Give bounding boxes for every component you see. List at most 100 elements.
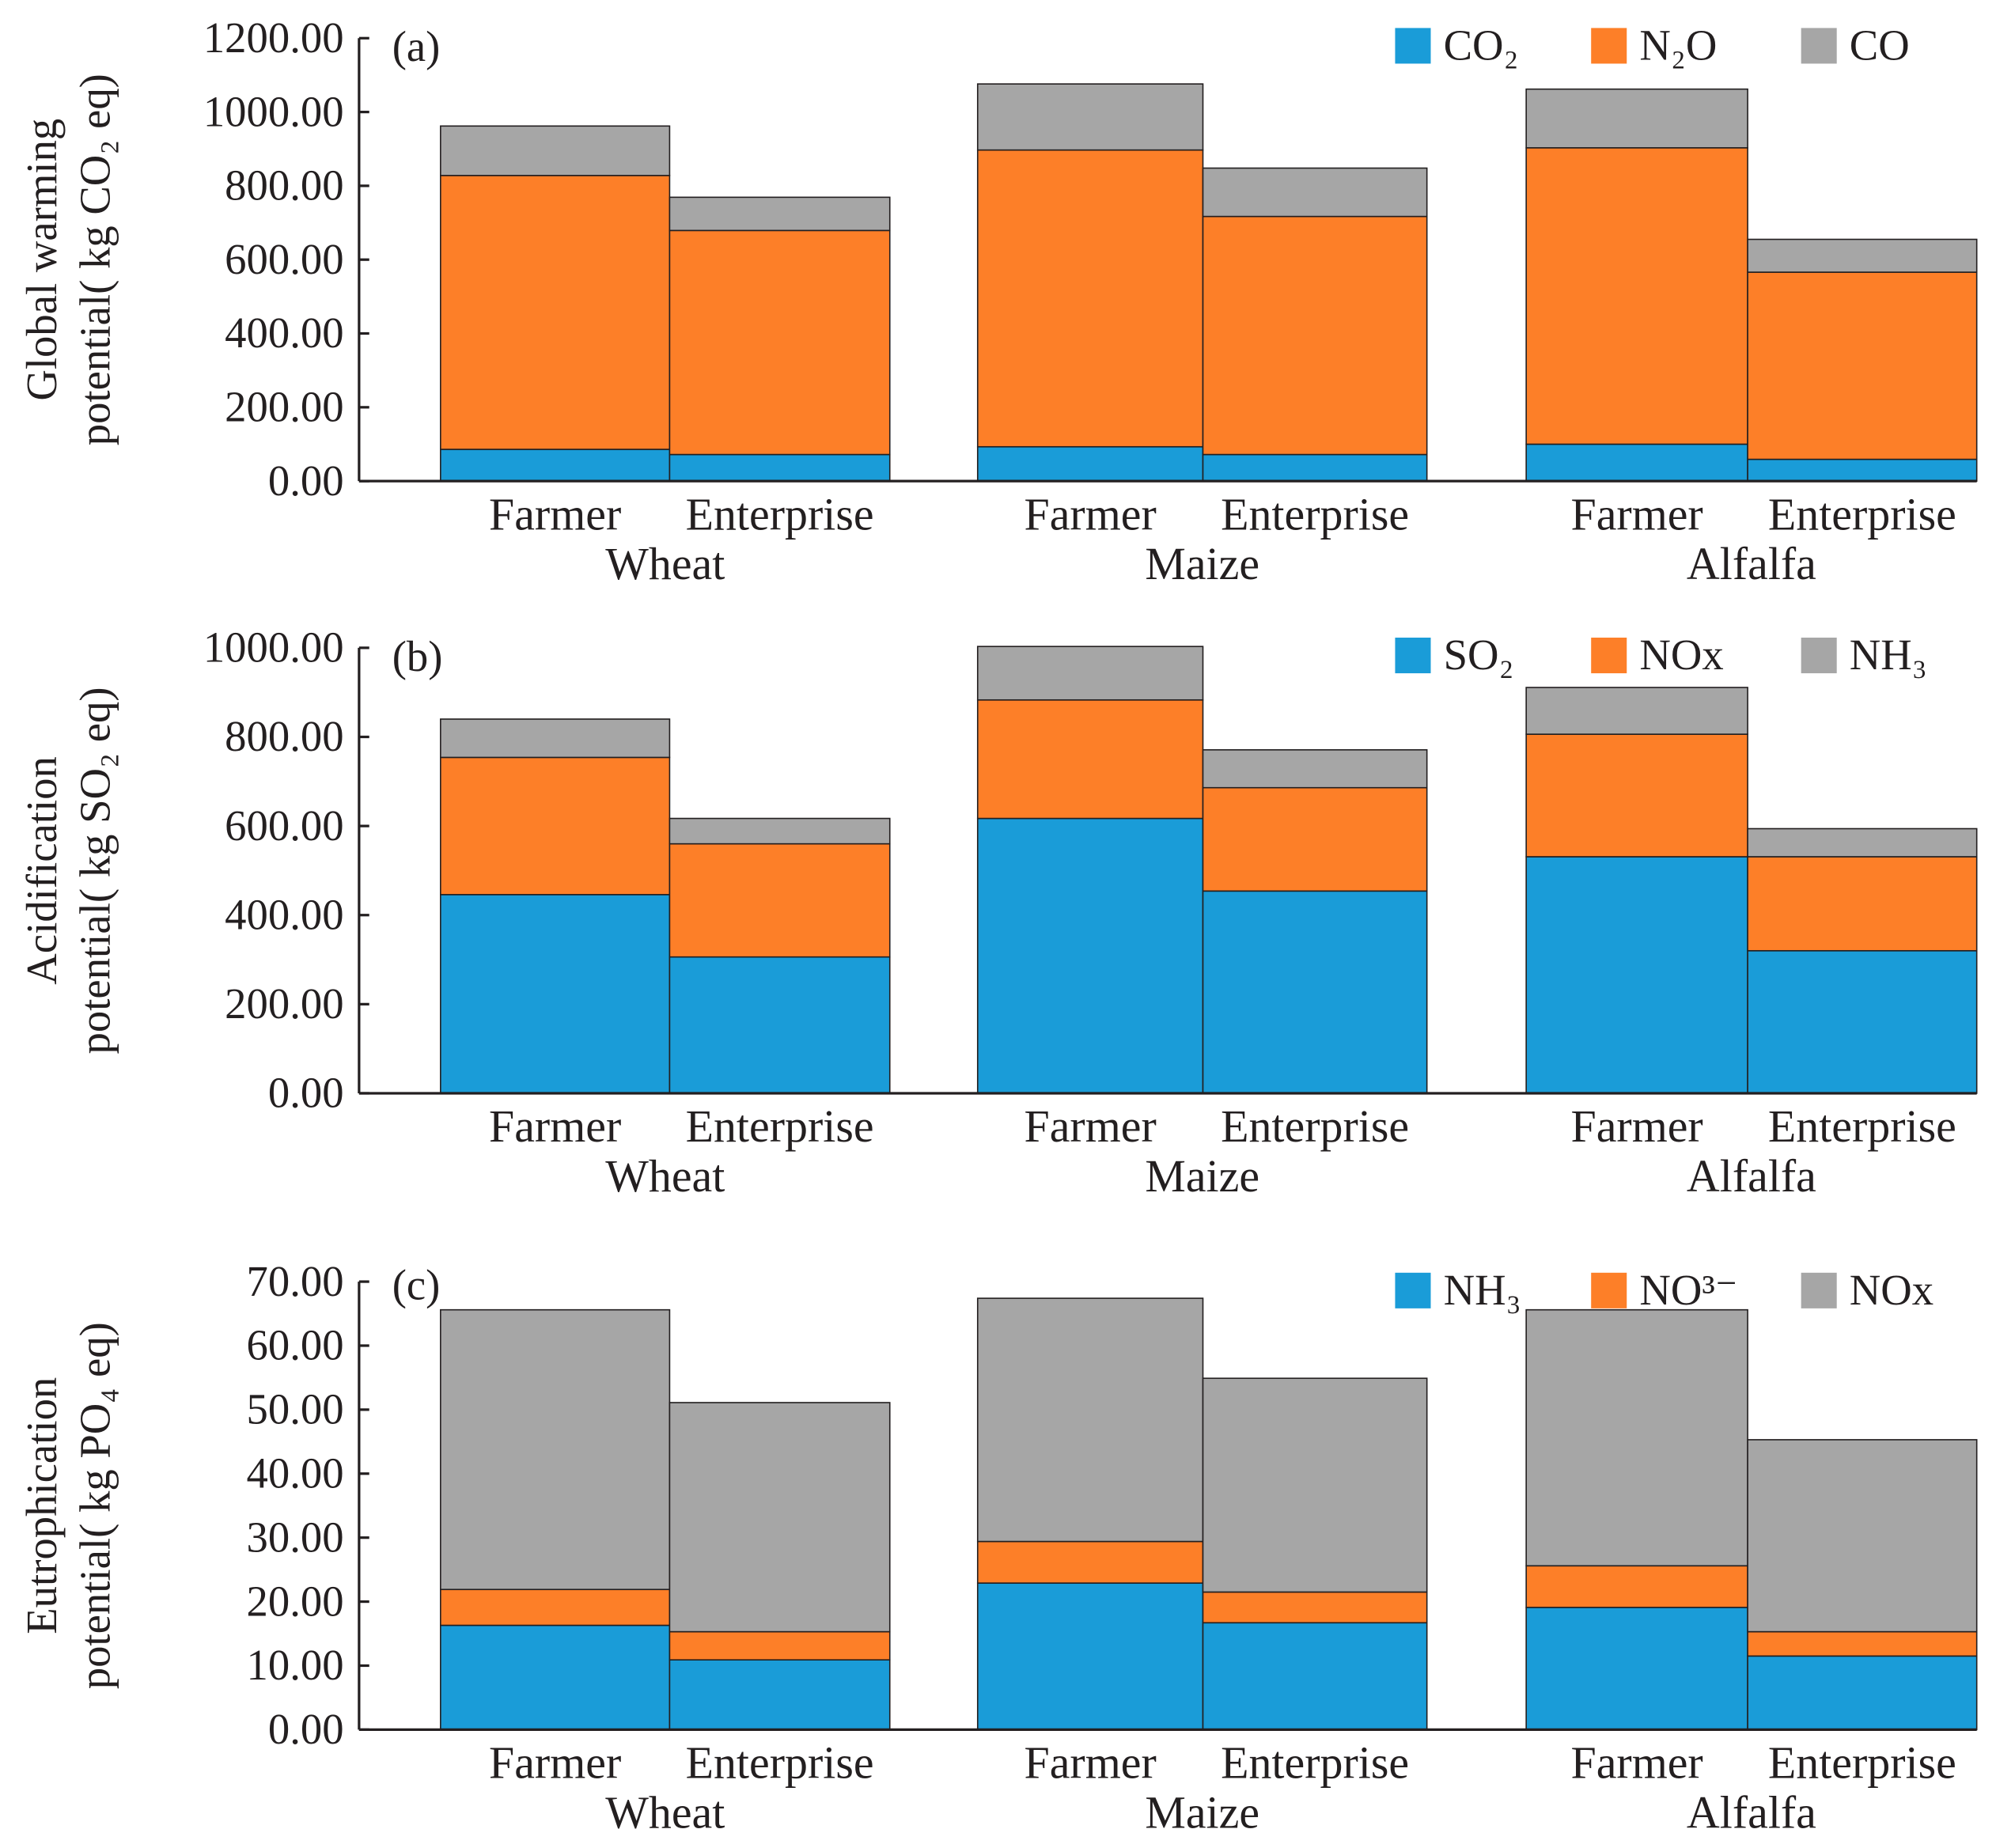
x-tick-label: Farmer (1571, 488, 1703, 540)
legend-label: NH₃ (1850, 631, 1927, 679)
legend-label: NOx (1850, 1266, 1934, 1314)
group-label: Wheat (605, 538, 725, 589)
y-axis-label: potential( kg CO₂ eq) (71, 74, 119, 445)
legend-label: CO (1850, 21, 1910, 70)
legend-label: NO³⁻ (1639, 1266, 1737, 1314)
legend-label: N₂O (1639, 21, 1717, 70)
y-tick-label: 50.00 (247, 1385, 344, 1433)
y-tick-label: 60.00 (247, 1321, 344, 1369)
x-tick-label: Farmer (489, 1100, 621, 1152)
bar-2-wheat-farmer-0 (440, 1624, 671, 1731)
y-tick-label: 20.00 (247, 1577, 344, 1625)
bar-0-wheat-enterprise-2 (668, 196, 891, 232)
y-tick-label: 400.00 (225, 309, 343, 357)
bar-0-maize-enterprise-1 (1202, 215, 1428, 456)
bar-1-wheat-enterprise-0 (668, 956, 891, 1094)
bar-0-alfalfa-farmer-1 (1525, 147, 1748, 445)
legend-swatch (1801, 638, 1837, 674)
bar-0-alfalfa-farmer-2 (1525, 88, 1748, 149)
panel-label: (c) (392, 1261, 441, 1309)
bar-0-wheat-enterprise-0 (668, 453, 891, 482)
bar-0-maize-enterprise-2 (1202, 167, 1428, 218)
panel-label: (a) (392, 22, 441, 70)
bar-1-wheat-enterprise-1 (668, 843, 891, 958)
legend-swatch (1591, 1272, 1627, 1308)
y-axis-label: potential( kg SO₂ eq) (71, 687, 119, 1054)
bar-1-wheat-farmer-1 (440, 756, 671, 896)
x-tick-label: Farmer (489, 488, 621, 540)
bar-1-maize-enterprise-1 (1202, 786, 1428, 892)
legend-swatch (1395, 28, 1431, 64)
bar-2-maize-enterprise-0 (1202, 1622, 1428, 1731)
bar-0-wheat-farmer-2 (440, 125, 671, 176)
y-axis-label: Eutrophication (17, 1377, 66, 1634)
bar-0-maize-farmer-0 (976, 445, 1204, 482)
bar-2-wheat-farmer-1 (440, 1589, 671, 1626)
y-axis-label: Acidification (17, 756, 66, 985)
x-tick-label: Enterprise (1768, 1737, 1956, 1789)
bar-2-maize-farmer-2 (976, 1297, 1204, 1543)
legend-swatch (1591, 28, 1627, 64)
bar-2-wheat-farmer-2 (440, 1308, 671, 1591)
group-label: Alfalfa (1687, 538, 1816, 589)
x-tick-label: Enterprise (1221, 1737, 1409, 1789)
bar-2-maize-farmer-0 (976, 1582, 1204, 1731)
bar-0-alfalfa-enterprise-2 (1747, 238, 1978, 273)
legend-label: SO₂ (1444, 631, 1514, 679)
bar-0-alfalfa-enterprise-1 (1747, 271, 1978, 460)
legend-label: NH₃ (1444, 1266, 1521, 1314)
bar-1-wheat-enterprise-2 (668, 817, 891, 845)
bar-1-maize-farmer-0 (976, 817, 1204, 1094)
y-axis-label: Global warming (17, 119, 66, 401)
bar-0-wheat-farmer-0 (440, 449, 671, 482)
bar-2-alfalfa-enterprise-1 (1747, 1630, 1978, 1657)
bar-1-alfalfa-enterprise-1 (1747, 856, 1978, 952)
bar-1-wheat-farmer-0 (440, 894, 671, 1094)
x-tick-label: Enterprise (1768, 1100, 1956, 1152)
bar-1-maize-farmer-2 (976, 646, 1204, 701)
y-tick-label: 600.00 (225, 801, 343, 850)
bar-0-alfalfa-farmer-0 (1525, 443, 1748, 482)
y-tick-label: 1000.00 (203, 87, 344, 135)
bar-0-wheat-farmer-1 (440, 175, 671, 450)
bar-1-maize-farmer-1 (976, 699, 1204, 820)
group-label: Alfalfa (1687, 1786, 1816, 1838)
x-tick-label: Enterprise (686, 1100, 874, 1152)
x-tick-label: Farmer (489, 1737, 621, 1789)
y-tick-label: 70.00 (247, 1257, 344, 1305)
x-tick-label: Enterprise (1221, 1100, 1409, 1152)
legend-swatch (1801, 28, 1837, 64)
legend-swatch (1395, 638, 1431, 674)
x-tick-label: Enterprise (1768, 488, 1956, 540)
bar-2-maize-enterprise-2 (1202, 1377, 1428, 1593)
panel-label: (b) (392, 632, 443, 680)
y-tick-label: 800.00 (225, 712, 343, 760)
bar-1-alfalfa-enterprise-0 (1747, 949, 1978, 1094)
legend-swatch (1591, 638, 1627, 674)
bar-1-wheat-farmer-2 (440, 718, 671, 759)
bar-2-alfalfa-enterprise-2 (1747, 1439, 1978, 1633)
x-tick-label: Farmer (1571, 1737, 1703, 1789)
bar-2-wheat-enterprise-0 (668, 1659, 891, 1731)
y-tick-label: 200.00 (225, 383, 343, 431)
bar-0-wheat-enterprise-1 (668, 229, 891, 456)
x-tick-label: Farmer (1025, 1100, 1157, 1152)
bar-1-alfalfa-farmer-2 (1525, 687, 1748, 735)
y-tick-label: 800.00 (225, 161, 343, 210)
x-tick-label: Enterprise (686, 488, 874, 540)
legend-label: CO₂ (1444, 21, 1519, 70)
bar-2-alfalfa-farmer-2 (1525, 1308, 1748, 1567)
y-tick-label: 1000.00 (203, 623, 344, 672)
legend-label: NOx (1639, 631, 1723, 679)
y-tick-label: 30.00 (247, 1513, 344, 1561)
group-label: Maize (1145, 1150, 1259, 1202)
group-label: Maize (1145, 538, 1259, 589)
group-label: Wheat (605, 1150, 725, 1202)
x-tick-label: Farmer (1025, 488, 1157, 540)
bar-1-alfalfa-farmer-0 (1525, 856, 1748, 1094)
bar-0-maize-enterprise-0 (1202, 453, 1428, 482)
x-tick-label: Enterprise (1221, 488, 1409, 540)
y-tick-label: 400.00 (225, 890, 343, 938)
bar-2-alfalfa-farmer-1 (1525, 1565, 1748, 1608)
